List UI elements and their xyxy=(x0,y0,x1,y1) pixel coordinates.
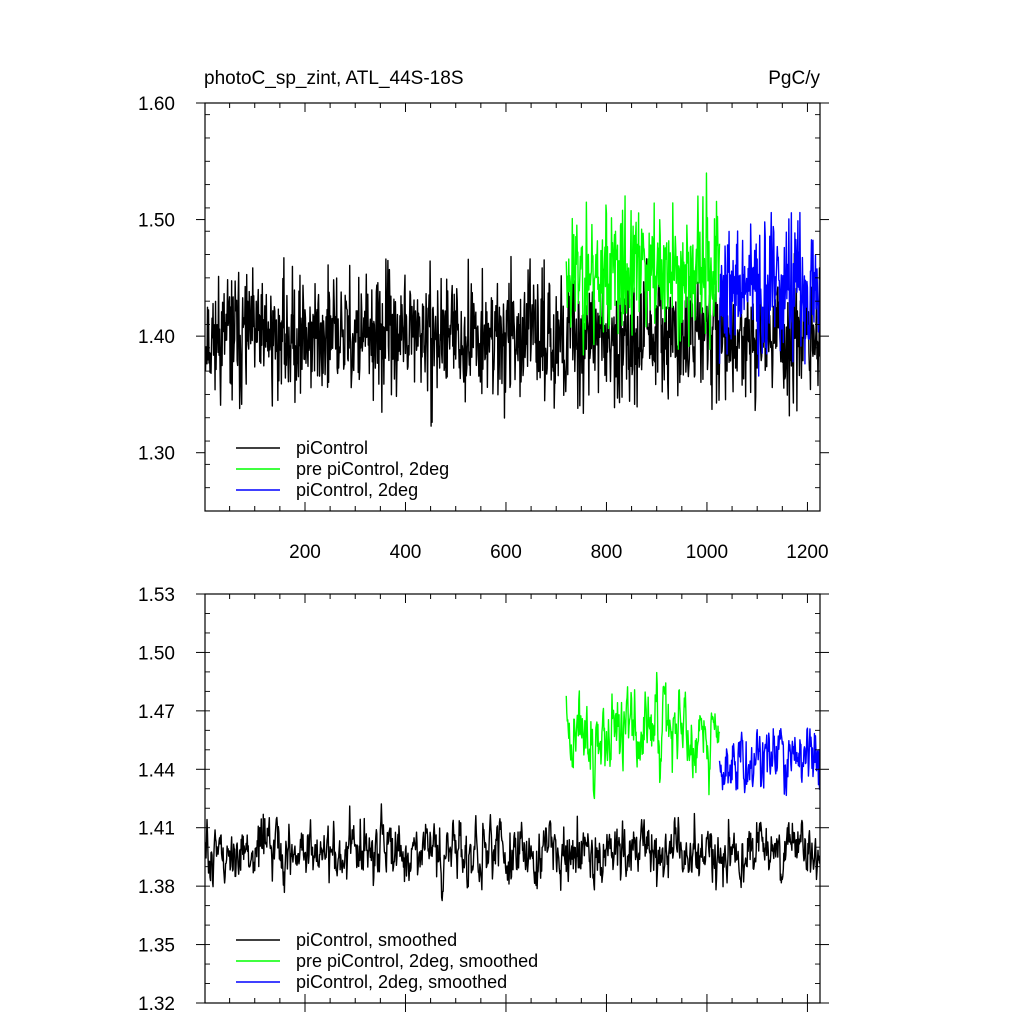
y-tick-label: 1.38 xyxy=(138,877,175,898)
legend-label: pre piControl, 2deg xyxy=(296,459,449,479)
top-panel: 200 400 600 800 1000 1200 1.30 1.40 1.50 1.60 piCo… xyxy=(138,94,829,563)
legend-label: piControl xyxy=(296,438,368,458)
y-tick-label: 1.30 xyxy=(138,444,175,465)
series-line-pre-picontrol-2deg xyxy=(565,172,721,356)
chart-units: PgC/y xyxy=(768,68,820,89)
y-tick-label: 1.50 xyxy=(138,211,175,232)
y-tick-label: 1.53 xyxy=(138,585,175,606)
legend-label: piControl, 2deg, smoothed xyxy=(296,972,507,992)
x-tick-label: 800 xyxy=(591,542,623,563)
plot-frame xyxy=(204,102,821,512)
y-tick-label: 1.60 xyxy=(138,94,175,115)
legend-label: pre piControl, 2deg, smoothed xyxy=(296,951,538,971)
legend-label: piControl, 2deg xyxy=(296,480,418,500)
y-tick-label: 1.44 xyxy=(138,760,175,781)
y-tick-label: 1.32 xyxy=(138,994,175,1015)
series-line-picontrol-2deg xyxy=(718,211,820,377)
x-tick-label: 600 xyxy=(490,542,522,563)
y-tick-label: 1.47 xyxy=(138,702,175,723)
plot-frame xyxy=(204,593,821,1004)
y-tick-label: 1.41 xyxy=(138,819,175,840)
y-tick-label: 1.50 xyxy=(138,643,175,664)
x-tick-label: 200 xyxy=(289,542,321,563)
series-line-picontrol-smoothed xyxy=(205,803,820,902)
x-tick-label: 1000 xyxy=(686,542,728,563)
legend-label: piControl, smoothed xyxy=(296,930,457,950)
y-tick-label: 1.40 xyxy=(138,327,175,348)
x-tick-label: 400 xyxy=(390,542,422,563)
x-tick-label: 1200 xyxy=(786,542,828,563)
y-tick-label: 1.35 xyxy=(138,936,175,957)
chart-title: photoC_sp_zint, ATL_44S-18S xyxy=(204,68,464,89)
series-line-picontrol-2deg-smoothed xyxy=(718,727,820,797)
bottom-panel: 1.32 1.35 1.38 1.41 1.44 1.47 1.50 1.53 piContro… xyxy=(138,585,829,1015)
series-line-picontrol xyxy=(205,252,820,427)
series-line-pre-picontrol-2deg-smoothed xyxy=(565,671,721,800)
